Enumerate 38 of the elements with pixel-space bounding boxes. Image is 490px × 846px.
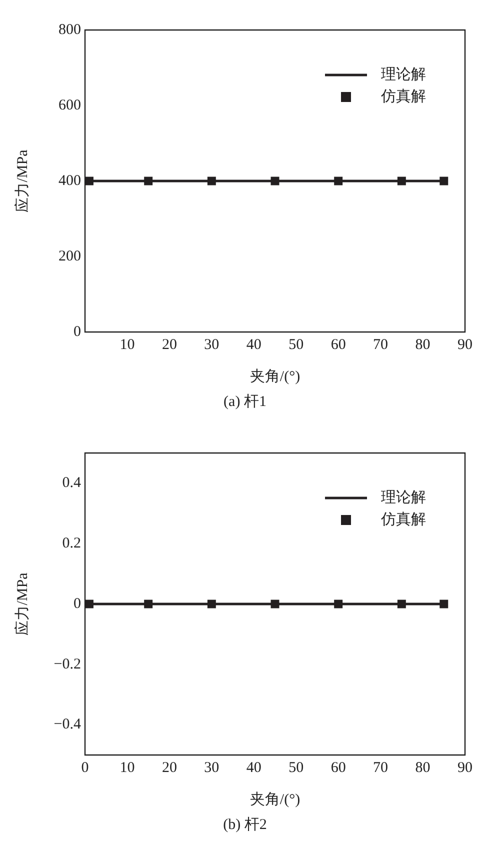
y-tick-label: 0: [74, 324, 81, 340]
x-tick-label: 90: [458, 760, 472, 776]
y-axis-title: 应力/MPa: [14, 149, 31, 212]
legend-label: 仿真解: [380, 510, 426, 528]
x-tick-label: 30: [204, 336, 220, 353]
y-tick-label: 200: [58, 248, 81, 264]
x-tick-label: 30: [204, 760, 220, 776]
x-axis-title: 夹角/(°): [250, 368, 300, 385]
x-tick-label: 80: [415, 760, 430, 776]
x-tick-label: 70: [373, 336, 388, 353]
x-tick-label: 10: [120, 336, 135, 353]
x-tick-label: 50: [288, 760, 304, 776]
y-axis-title: 应力/MPa: [14, 572, 31, 636]
y-tick-label: −0.4: [54, 716, 82, 733]
x-tick-label: 70: [373, 760, 388, 776]
y-tick-label: −0.2: [54, 656, 81, 672]
legend-label: 仿真解: [380, 88, 426, 105]
text: (b) 杆2: [222, 816, 268, 834]
x-tick-label: 60: [330, 336, 346, 353]
y-tick-label: 400: [58, 172, 81, 189]
legend-label: 理论解: [381, 488, 426, 506]
x-tick-label: 40: [246, 760, 262, 776]
x-axis-title: 夹角/(°): [250, 790, 300, 808]
text: (a) 杆1: [222, 392, 268, 411]
y-tick-label: 0.2: [62, 536, 81, 552]
x-tick-label: 20: [162, 336, 177, 353]
x-tick-label: 40: [246, 336, 262, 353]
legend-label: 理论解: [381, 66, 426, 83]
x-tick-label: 50: [288, 336, 304, 353]
y-tick-label: 800: [58, 22, 81, 38]
x-tick-label: 10: [120, 760, 135, 776]
y-tick-label: 600: [58, 97, 81, 114]
y-tick-label: 0: [74, 596, 81, 612]
x-tick-label: 90: [458, 336, 472, 353]
x-tick-label: 80: [415, 336, 430, 353]
x-tick-label: 60: [330, 760, 346, 776]
y-tick-label: 0.4: [62, 475, 82, 492]
x-tick-label: 20: [162, 760, 177, 776]
